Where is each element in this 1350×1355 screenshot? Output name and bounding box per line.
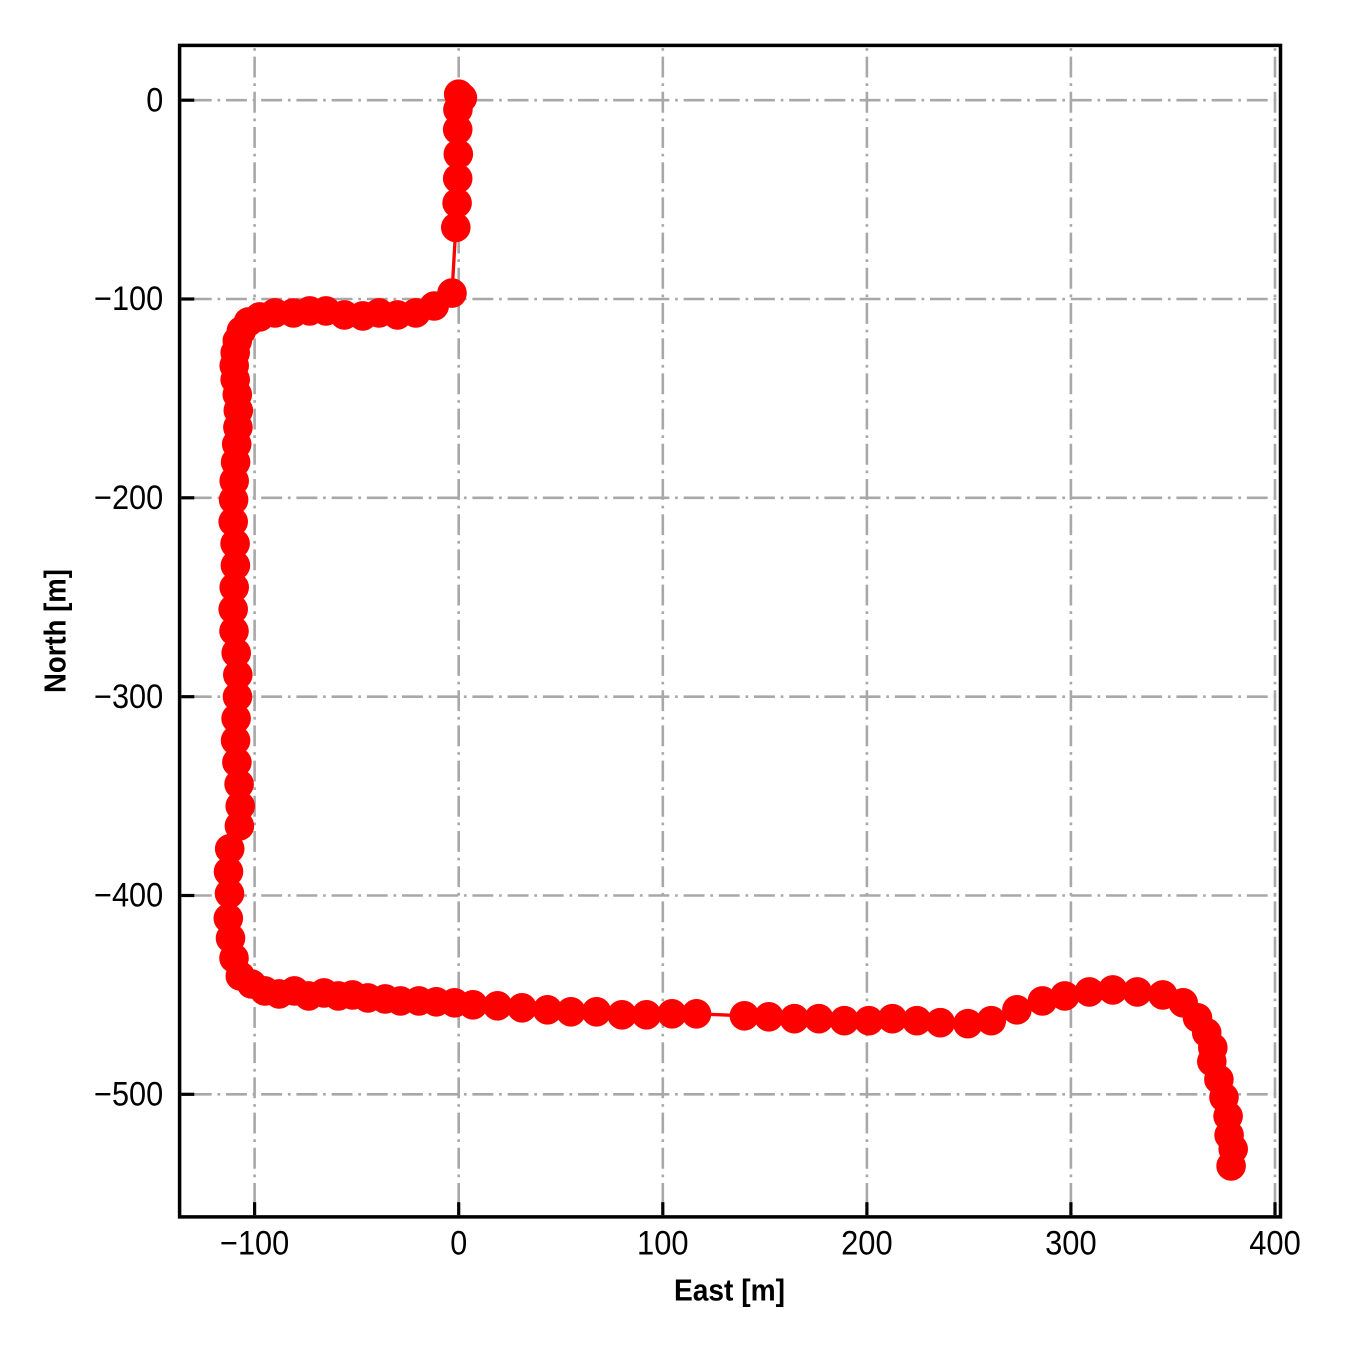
svg-text:300: 300 — [1045, 1225, 1097, 1263]
svg-text:East [m]: East [m] — [674, 1273, 785, 1308]
svg-text:200: 200 — [841, 1225, 893, 1263]
svg-text:400: 400 — [1249, 1225, 1301, 1263]
svg-text:0: 0 — [450, 1225, 467, 1263]
svg-text:−100: −100 — [94, 280, 163, 318]
svg-text:−500: −500 — [94, 1076, 163, 1114]
svg-text:North [m]: North [m] — [38, 569, 73, 693]
svg-text:−300: −300 — [94, 678, 163, 716]
svg-text:−200: −200 — [94, 479, 163, 517]
svg-text:0: 0 — [146, 81, 163, 119]
svg-text:100: 100 — [637, 1225, 689, 1263]
svg-text:−100: −100 — [220, 1225, 289, 1263]
svg-text:−400: −400 — [94, 877, 163, 915]
